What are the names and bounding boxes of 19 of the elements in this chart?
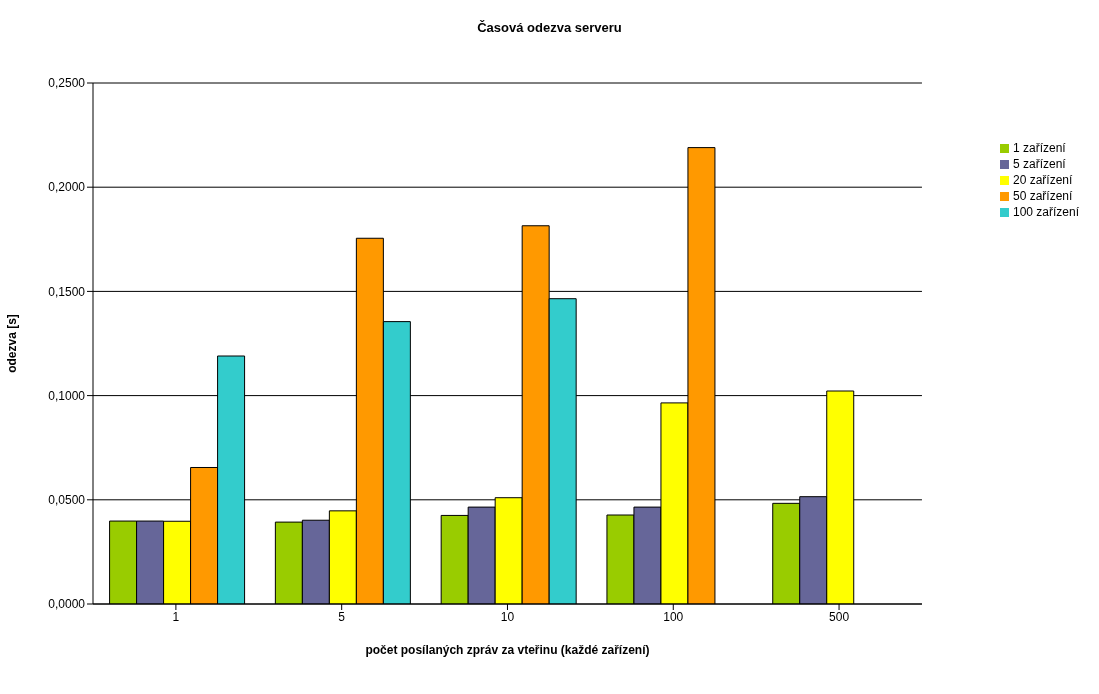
legend-label: 5 zařízení [1012,157,1066,171]
y-tick-label: 0,0500 [48,493,86,508]
chart-title: Časová odezva serveru [476,20,623,35]
y-axis-title: odezva [s] [5,314,20,373]
legend-label: 1 zařízení [1012,141,1066,155]
x-tick-label: 1 [172,609,180,624]
y-tick-label: 0,0000 [48,597,86,612]
legend-label: 50 zařízení [1012,189,1073,203]
legend-label: 20 zařízení [1012,173,1073,187]
legend-label: 100 zařízení [1012,205,1079,219]
y-tick-label: 0,2500 [48,76,86,91]
x-tick-label: 10 [500,609,515,624]
x-axis-title: počet posílaných zpráv za vteřinu (každé zařízení) [365,643,650,657]
y-tick-label: 0,2000 [48,180,86,195]
x-tick-label: 5 [338,609,346,624]
y-tick-label: 0,1000 [48,388,86,403]
x-tick-label: 100 [663,609,684,624]
y-tick-label: 0,1500 [48,284,86,299]
x-tick-label: 500 [829,609,850,624]
